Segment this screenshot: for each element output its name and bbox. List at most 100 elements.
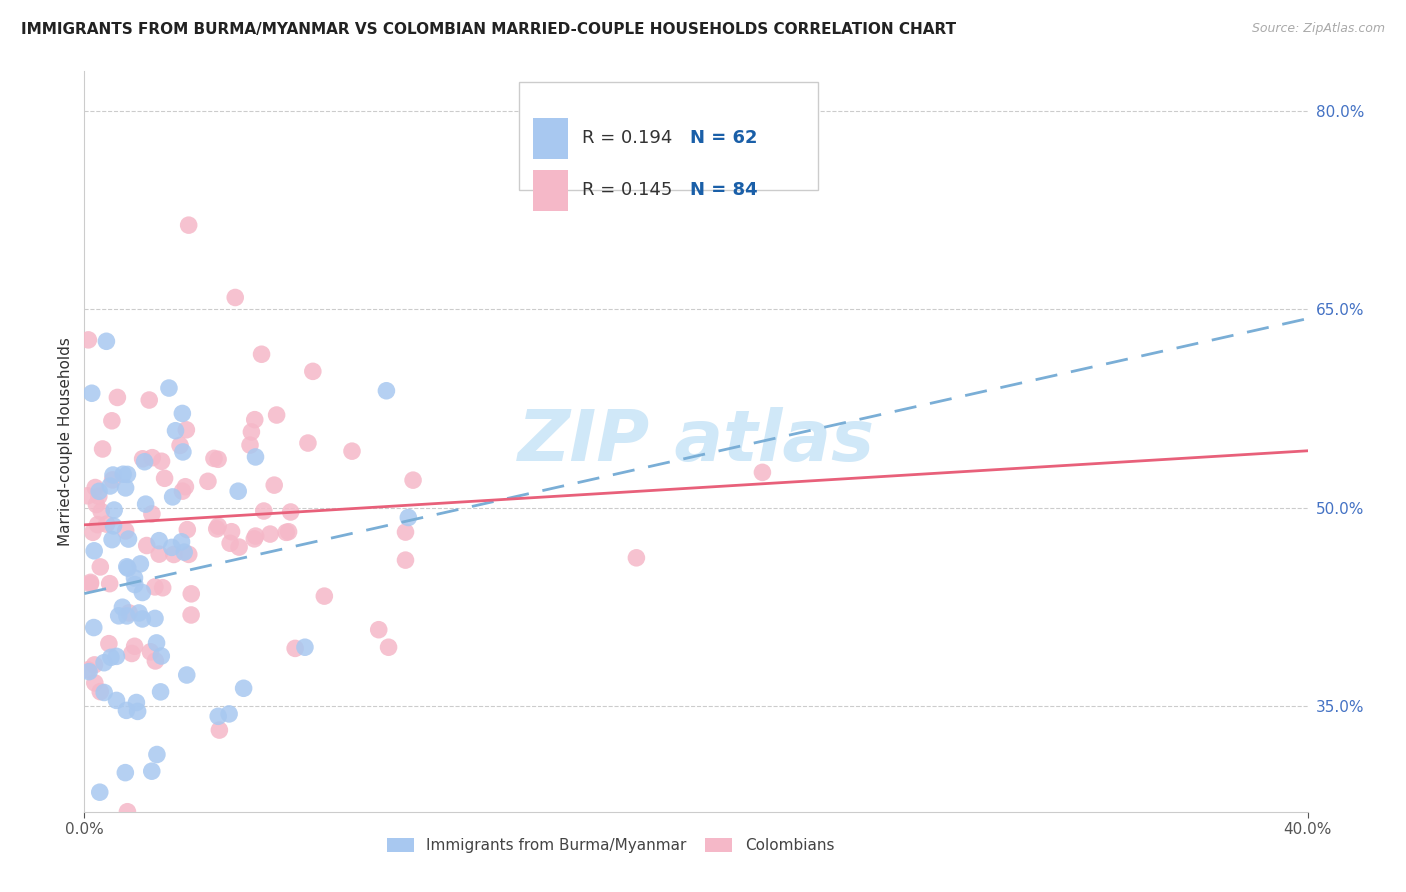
Point	[176, 423, 198, 437]
Point	[177, 218, 200, 232]
Point	[243, 412, 266, 426]
Point	[121, 647, 143, 661]
Point	[157, 381, 180, 395]
Point	[90, 504, 112, 518]
Point	[131, 585, 153, 599]
Point	[169, 438, 191, 452]
Point	[180, 587, 202, 601]
Point	[128, 606, 150, 620]
Text: N = 84: N = 84	[690, 181, 758, 199]
Point	[101, 473, 124, 487]
Point	[96, 334, 118, 349]
Point	[100, 650, 122, 665]
Point	[280, 505, 302, 519]
Point	[152, 581, 174, 595]
Point	[170, 534, 193, 549]
Point	[165, 424, 187, 438]
Point	[150, 648, 173, 663]
Point	[77, 663, 100, 677]
Point	[232, 681, 254, 696]
Point	[239, 438, 262, 452]
Point	[141, 507, 163, 521]
Point	[83, 621, 105, 635]
Point	[396, 510, 419, 524]
Point	[160, 541, 183, 555]
Point	[114, 524, 136, 538]
Point	[138, 392, 160, 407]
Point	[243, 532, 266, 546]
Point	[266, 408, 288, 422]
Point	[114, 481, 136, 495]
Point	[83, 657, 105, 672]
Point	[205, 522, 228, 536]
Point	[150, 454, 173, 468]
Point	[93, 685, 115, 699]
Point	[173, 545, 195, 559]
Y-axis label: Married-couple Households: Married-couple Households	[58, 337, 73, 546]
Point	[224, 291, 246, 305]
Point	[135, 539, 157, 553]
Point	[131, 451, 153, 466]
Text: IMMIGRANTS FROM BURMA/MYANMAR VS COLOMBIAN MARRIED-COUPLE HOUSEHOLDS CORRELATION: IMMIGRANTS FROM BURMA/MYANMAR VS COLOMBI…	[21, 22, 956, 37]
Point	[103, 519, 125, 533]
Point	[139, 645, 162, 659]
Point	[314, 589, 336, 603]
Point	[105, 693, 128, 707]
Point	[228, 540, 250, 554]
Point	[115, 608, 138, 623]
Point	[84, 481, 107, 495]
Point	[172, 484, 194, 499]
Point	[207, 709, 229, 723]
Point	[96, 517, 118, 532]
FancyBboxPatch shape	[533, 169, 568, 211]
Point	[111, 600, 134, 615]
Point	[141, 764, 163, 779]
Point	[117, 532, 139, 546]
Point	[79, 575, 101, 590]
Point	[115, 559, 138, 574]
Point	[91, 442, 114, 456]
Point	[105, 391, 128, 405]
Point	[263, 478, 285, 492]
Point	[101, 414, 124, 428]
Point	[176, 523, 198, 537]
Point	[301, 364, 323, 378]
Point	[127, 705, 149, 719]
Point	[112, 467, 135, 482]
Point	[98, 576, 121, 591]
Point	[276, 525, 298, 540]
Point	[377, 640, 399, 655]
Point	[207, 452, 229, 467]
Point	[174, 480, 197, 494]
Point	[131, 612, 153, 626]
Point	[240, 425, 263, 439]
Point	[115, 703, 138, 717]
Point	[80, 386, 103, 401]
Point	[141, 450, 163, 465]
Point	[207, 519, 229, 533]
Point	[163, 548, 186, 562]
Point	[221, 524, 243, 539]
Point	[117, 805, 139, 819]
Text: N = 62: N = 62	[690, 129, 758, 147]
Point	[101, 533, 124, 547]
Point	[146, 747, 169, 762]
Point	[77, 333, 100, 347]
Point	[297, 436, 319, 450]
Point	[143, 611, 166, 625]
Point	[148, 547, 170, 561]
Point	[197, 475, 219, 489]
Point	[135, 497, 157, 511]
Point	[129, 557, 152, 571]
Point	[87, 489, 110, 503]
Point	[176, 668, 198, 682]
Point	[83, 676, 105, 690]
Point	[97, 637, 120, 651]
Point	[101, 468, 124, 483]
Point	[402, 473, 425, 487]
Point	[143, 580, 166, 594]
Point	[77, 665, 100, 679]
Point	[117, 561, 139, 575]
Point	[86, 517, 108, 532]
Point	[218, 706, 240, 721]
